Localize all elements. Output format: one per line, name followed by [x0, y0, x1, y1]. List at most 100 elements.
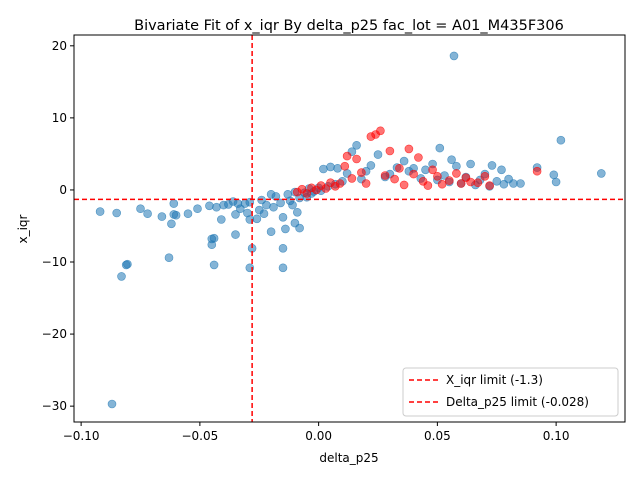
- data-point: [421, 165, 430, 175]
- data-point: [164, 253, 174, 263]
- data-point: [269, 202, 278, 212]
- data-point: [404, 144, 414, 154]
- data-point: [357, 168, 366, 177]
- legend-box: [402, 367, 619, 417]
- data-point: [321, 184, 331, 193]
- y-axis: −30 −20 −10 0 10 20: [42, 39, 74, 413]
- data-point: [212, 202, 221, 212]
- y-tick-label: −20: [42, 327, 67, 341]
- data-point: [414, 153, 423, 162]
- data-point: [342, 151, 352, 161]
- data-point: [437, 179, 447, 189]
- data-point: [347, 174, 357, 183]
- data-point: [380, 171, 390, 180]
- data-point: [551, 177, 561, 187]
- data-point: [352, 154, 361, 164]
- plot-area: [73, 34, 626, 423]
- data-point: [157, 212, 167, 221]
- data-point: [319, 164, 328, 174]
- data-point: [333, 164, 342, 173]
- data-point: [487, 161, 497, 170]
- data-point: [466, 159, 475, 169]
- data-point: [292, 208, 302, 217]
- x-tick-label: −0.05: [181, 429, 218, 443]
- data-point: [123, 259, 132, 269]
- data-point: [596, 169, 606, 178]
- data-point: [271, 192, 281, 201]
- data-point: [266, 227, 276, 236]
- data-point: [385, 146, 395, 156]
- x-axis: −0.10 −0.05 0.00 0.05 0.10: [63, 422, 570, 443]
- data-point: [209, 260, 219, 270]
- data-point: [361, 179, 371, 188]
- data-point: [169, 199, 179, 208]
- data-point: [183, 209, 193, 218]
- data-point: [395, 164, 404, 173]
- data-point: [95, 207, 105, 216]
- data-point: [205, 201, 214, 211]
- data-point: [326, 162, 335, 172]
- y-tick-label: 20: [52, 39, 67, 53]
- data-point: [112, 208, 121, 218]
- x-tick-label: 0.10: [543, 429, 570, 443]
- data-point: [117, 272, 126, 281]
- data-point: [281, 224, 290, 234]
- y-tick-label: 10: [52, 111, 67, 125]
- data-point: [452, 161, 461, 171]
- data-point: [171, 210, 181, 220]
- data-point: [492, 177, 502, 186]
- data-point: [231, 230, 240, 239]
- y-tick-label: 0: [59, 183, 67, 197]
- data-point: [466, 177, 475, 187]
- legend: X_iqr limit (-1.3) Delta_p25 limit (-0.0…: [402, 367, 619, 417]
- data-point: [428, 165, 437, 175]
- data-point: [276, 198, 285, 208]
- data-point: [252, 214, 262, 224]
- data-point: [143, 209, 152, 218]
- data-point: [107, 399, 117, 409]
- data-point: [278, 263, 288, 273]
- data-point: [288, 200, 297, 210]
- data-point: [373, 150, 383, 159]
- data-point: [335, 179, 345, 188]
- data-point: [340, 161, 350, 171]
- data-point: [497, 165, 506, 175]
- plot-frame: [73, 34, 626, 423]
- data-point: [549, 170, 559, 180]
- data-point: [456, 179, 466, 188]
- data-point: [452, 169, 461, 178]
- data-point: [231, 210, 240, 219]
- y-tick-label: −10: [42, 255, 67, 269]
- chart-title: Bivariate Fit of x_iqr By delta_p25 fac_…: [134, 18, 564, 34]
- x-axis-label: delta_p25: [319, 451, 378, 465]
- data-point: [399, 156, 409, 166]
- data-point: [167, 219, 176, 229]
- data-point: [516, 179, 525, 188]
- data-point: [473, 178, 483, 187]
- data-point: [193, 204, 202, 213]
- x-tick-label: 0.05: [424, 429, 451, 443]
- y-axis-label: x_iqr: [16, 214, 30, 243]
- data-point: [259, 209, 269, 218]
- data-point: [532, 166, 542, 176]
- data-point: [376, 126, 385, 136]
- data-point: [295, 223, 304, 233]
- data-point: [444, 176, 454, 185]
- data-point: [485, 181, 494, 190]
- data-point: [390, 174, 399, 184]
- y-tick-label: −30: [42, 399, 67, 413]
- data-point: [433, 172, 442, 181]
- data-point: [423, 181, 433, 190]
- data-point: [480, 172, 490, 181]
- x-tick-label: 0.00: [305, 429, 332, 443]
- data-point: [399, 180, 409, 190]
- data-point: [409, 169, 418, 179]
- legend-label-vertical-limit: Delta_p25 limit (-0.028): [446, 395, 589, 409]
- x-tick-label: −0.10: [63, 429, 100, 443]
- data-point: [556, 135, 566, 145]
- data-point: [217, 215, 226, 224]
- reference-lines: [74, 35, 625, 422]
- legend-label-horizontal-limit: X_iqr limit (-1.3): [446, 373, 543, 387]
- data-point: [136, 204, 145, 213]
